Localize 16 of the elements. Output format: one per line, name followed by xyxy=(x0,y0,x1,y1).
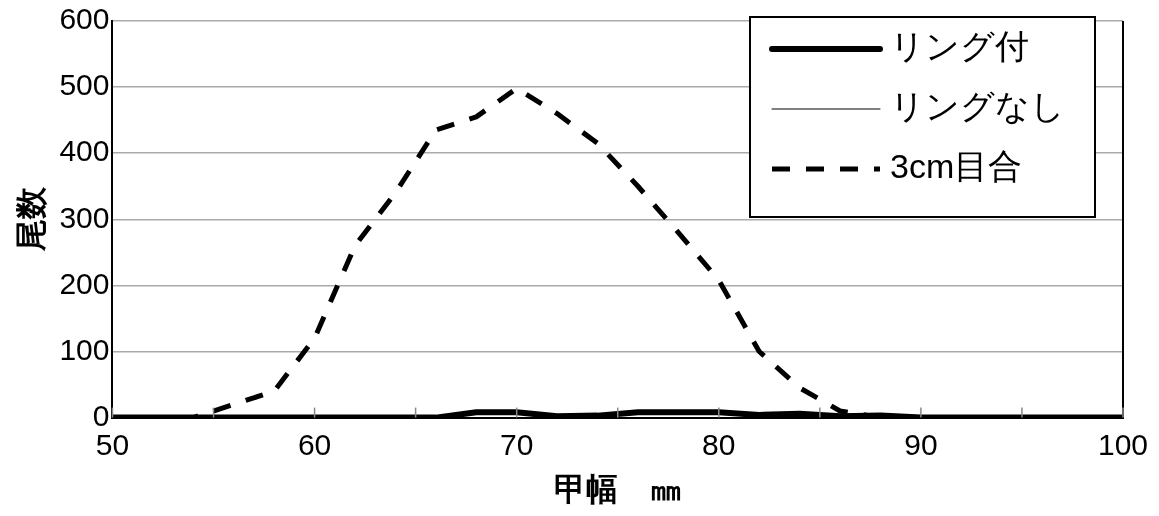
x-tick-label: 100 xyxy=(1097,427,1149,461)
y-tick-label: 100 xyxy=(59,332,110,366)
y-tick-label: 300 xyxy=(59,200,110,234)
x-tick-label: 70 xyxy=(499,427,534,461)
y-tick-label: 400 xyxy=(59,134,110,168)
legend-label: リング付 xyxy=(890,27,1029,66)
y-tick-label: 200 xyxy=(59,266,110,300)
y-tick-label: 500 xyxy=(59,68,110,102)
y-tick-label: 600 xyxy=(59,2,110,36)
legend-label: リングなし xyxy=(890,87,1065,126)
x-tick-label: 80 xyxy=(702,427,736,461)
x-tick-label: 90 xyxy=(904,427,938,461)
legend-label: 3cm目合 xyxy=(890,147,1023,186)
x-tick-label: 60 xyxy=(297,427,332,461)
x-axis-title: 甲幅 ㎜ xyxy=(553,470,682,507)
y-axis-title: 尾数 xyxy=(13,186,50,253)
